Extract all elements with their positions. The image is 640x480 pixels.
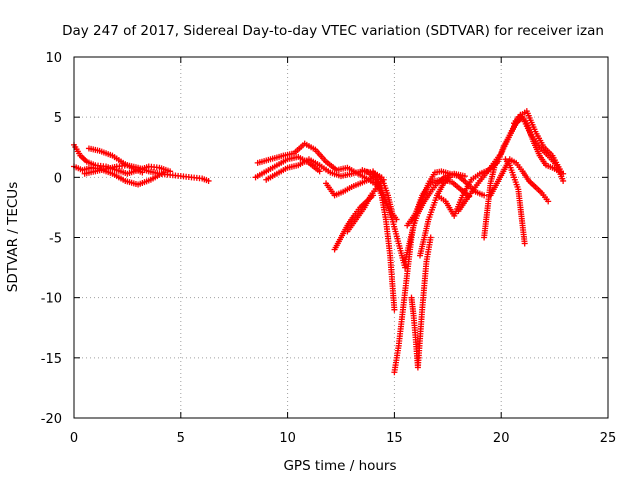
x-tick-label: 25 [600, 431, 617, 446]
data-point [427, 234, 434, 241]
series-trace-16 [408, 234, 434, 371]
series-trace-23 [511, 111, 567, 177]
y-tick-label: 0 [54, 171, 62, 186]
x-tick-label: 0 [70, 431, 78, 446]
y-tick-label: -15 [41, 352, 62, 367]
series-trace-10 [344, 176, 387, 235]
data-point [205, 177, 212, 184]
data-point [481, 192, 488, 199]
series-trace-19 [455, 108, 565, 215]
series-trace-07 [263, 156, 385, 183]
data-point [316, 168, 323, 175]
series-trace-06 [254, 140, 383, 190]
y-tick-label: -10 [41, 292, 62, 307]
series-trace-15 [404, 168, 488, 229]
data-point [380, 176, 387, 183]
series-trace-11 [359, 167, 398, 313]
x-tick-label: 20 [493, 431, 510, 446]
data-points [71, 108, 567, 376]
x-tick-label: 5 [177, 431, 185, 446]
y-tick-label: -5 [49, 232, 62, 247]
x-tick-label: 15 [386, 431, 403, 446]
data-point [461, 173, 468, 180]
axis-ticks: 0 5 10 15 20 25 10 5 0 -5 -10 -15 -20 [41, 51, 617, 446]
data-point [139, 169, 146, 176]
data-point [560, 170, 567, 177]
data-point [391, 306, 398, 313]
series-trace-22 [502, 156, 528, 247]
data-point [446, 174, 453, 181]
y-tick-label: -20 [41, 412, 62, 427]
data-point [545, 198, 552, 205]
y-tick-label: 5 [54, 111, 62, 126]
y-tick-label: 10 [45, 51, 62, 66]
data-point [521, 240, 528, 247]
series-trace-12 [370, 168, 409, 271]
data-point [402, 264, 409, 271]
x-axis-label: GPS time / hours [283, 458, 396, 474]
series-trace-04 [85, 145, 146, 176]
chart-title: Day 247 of 2017, Sidereal Day-to-day VTE… [62, 23, 604, 39]
data-point [560, 177, 567, 184]
y-axis-label: SDTVAR / TECUs [5, 182, 21, 292]
x-tick-label: 10 [279, 431, 296, 446]
